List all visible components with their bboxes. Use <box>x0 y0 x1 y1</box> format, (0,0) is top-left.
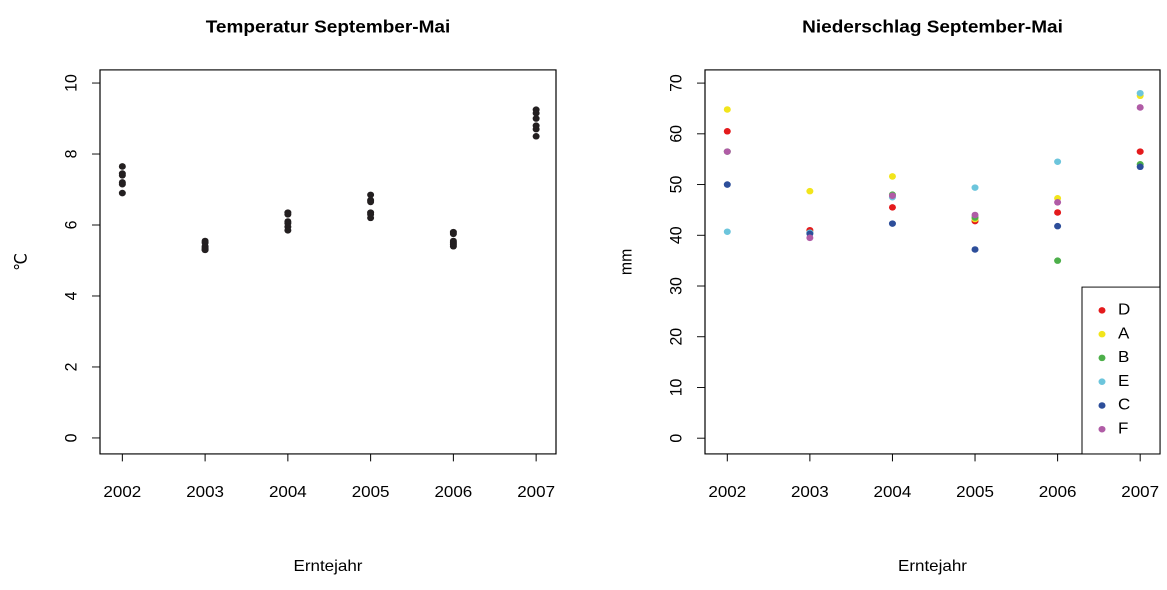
legend-marker <box>1098 330 1106 338</box>
y-tick-label: 0 <box>62 434 81 443</box>
legend-label: E <box>1118 372 1129 389</box>
point <box>532 115 540 122</box>
x-tick-label: 2002 <box>708 484 746 501</box>
point <box>1136 163 1144 171</box>
point <box>723 228 731 235</box>
point <box>118 189 126 197</box>
point <box>1136 104 1144 111</box>
legend-marker <box>1098 425 1106 433</box>
point <box>118 180 126 188</box>
point <box>201 246 209 254</box>
chart-title: Niederschlag September-Mai <box>802 16 1063 36</box>
x-axis-label: Erntejahr <box>898 557 967 574</box>
point <box>532 109 540 117</box>
legend-label: C <box>1118 396 1130 413</box>
point <box>723 181 731 188</box>
point <box>1054 199 1062 206</box>
legend-box <box>1081 286 1161 455</box>
legend-label: F <box>1118 420 1128 437</box>
x-tick-label: 2005 <box>956 484 994 501</box>
point <box>1054 158 1062 165</box>
x-tick-label: 2007 <box>1121 484 1159 501</box>
point <box>532 133 540 140</box>
point <box>1054 209 1062 216</box>
legend-marker <box>1098 307 1106 314</box>
point <box>971 211 979 219</box>
x-tick-label: 2003 <box>791 484 829 501</box>
point <box>723 148 731 155</box>
y-axis-label: ℃ <box>12 253 31 271</box>
y-tick-label: 20 <box>667 328 686 346</box>
point <box>284 211 292 218</box>
point <box>971 246 979 253</box>
point <box>1054 222 1062 230</box>
point <box>888 173 896 180</box>
legend-marker <box>1098 378 1106 385</box>
y-tick-label: 50 <box>667 176 686 194</box>
x-tick-label: 2007 <box>517 484 555 501</box>
y-tick-label: 4 <box>62 292 81 301</box>
point <box>367 191 375 199</box>
point <box>532 125 540 133</box>
y-tick-label: 40 <box>667 226 686 244</box>
x-tick-label: 2003 <box>186 484 224 501</box>
point <box>118 172 126 179</box>
y-tick-label: 2 <box>62 363 81 372</box>
y-tick-label: 10 <box>667 379 686 397</box>
x-tick-label: 2005 <box>352 484 390 501</box>
point <box>1136 89 1144 97</box>
x-tick-label: 2006 <box>434 484 472 501</box>
point <box>971 184 979 191</box>
legend-label: D <box>1118 301 1130 318</box>
y-tick-label: 30 <box>667 277 686 295</box>
point <box>284 227 292 234</box>
point <box>888 192 896 199</box>
point <box>723 128 731 135</box>
point <box>449 243 457 250</box>
x-tick-label: 2004 <box>269 484 307 501</box>
legend-marker <box>1098 402 1106 409</box>
legend-label: A <box>1118 325 1129 342</box>
x-tick-label: 2004 <box>874 484 912 501</box>
x-tick-label: 2002 <box>103 484 141 501</box>
point <box>1136 148 1144 155</box>
y-tick-label: 10 <box>62 74 81 92</box>
point <box>806 234 814 242</box>
point <box>449 230 457 238</box>
y-tick-label: 60 <box>667 125 686 143</box>
chart-title: Temperatur September-Mai <box>206 16 451 36</box>
y-tick-label: 70 <box>667 74 686 92</box>
x-tick-label: 2006 <box>1039 484 1077 501</box>
point <box>888 220 896 227</box>
legend-label: B <box>1118 349 1129 366</box>
point <box>1054 257 1062 264</box>
y-tick-label: 0 <box>667 434 686 443</box>
y-axis-label: mm <box>617 249 636 275</box>
y-tick-label: 6 <box>62 221 81 230</box>
point <box>888 204 896 211</box>
y-tick-label: 8 <box>62 150 81 159</box>
plot-frame <box>99 69 557 455</box>
legend-marker <box>1098 354 1106 362</box>
x-axis-label: Erntejahr <box>294 557 363 574</box>
point <box>367 214 375 222</box>
point <box>118 163 126 170</box>
point <box>367 198 375 206</box>
point <box>723 106 731 113</box>
point <box>806 187 814 195</box>
